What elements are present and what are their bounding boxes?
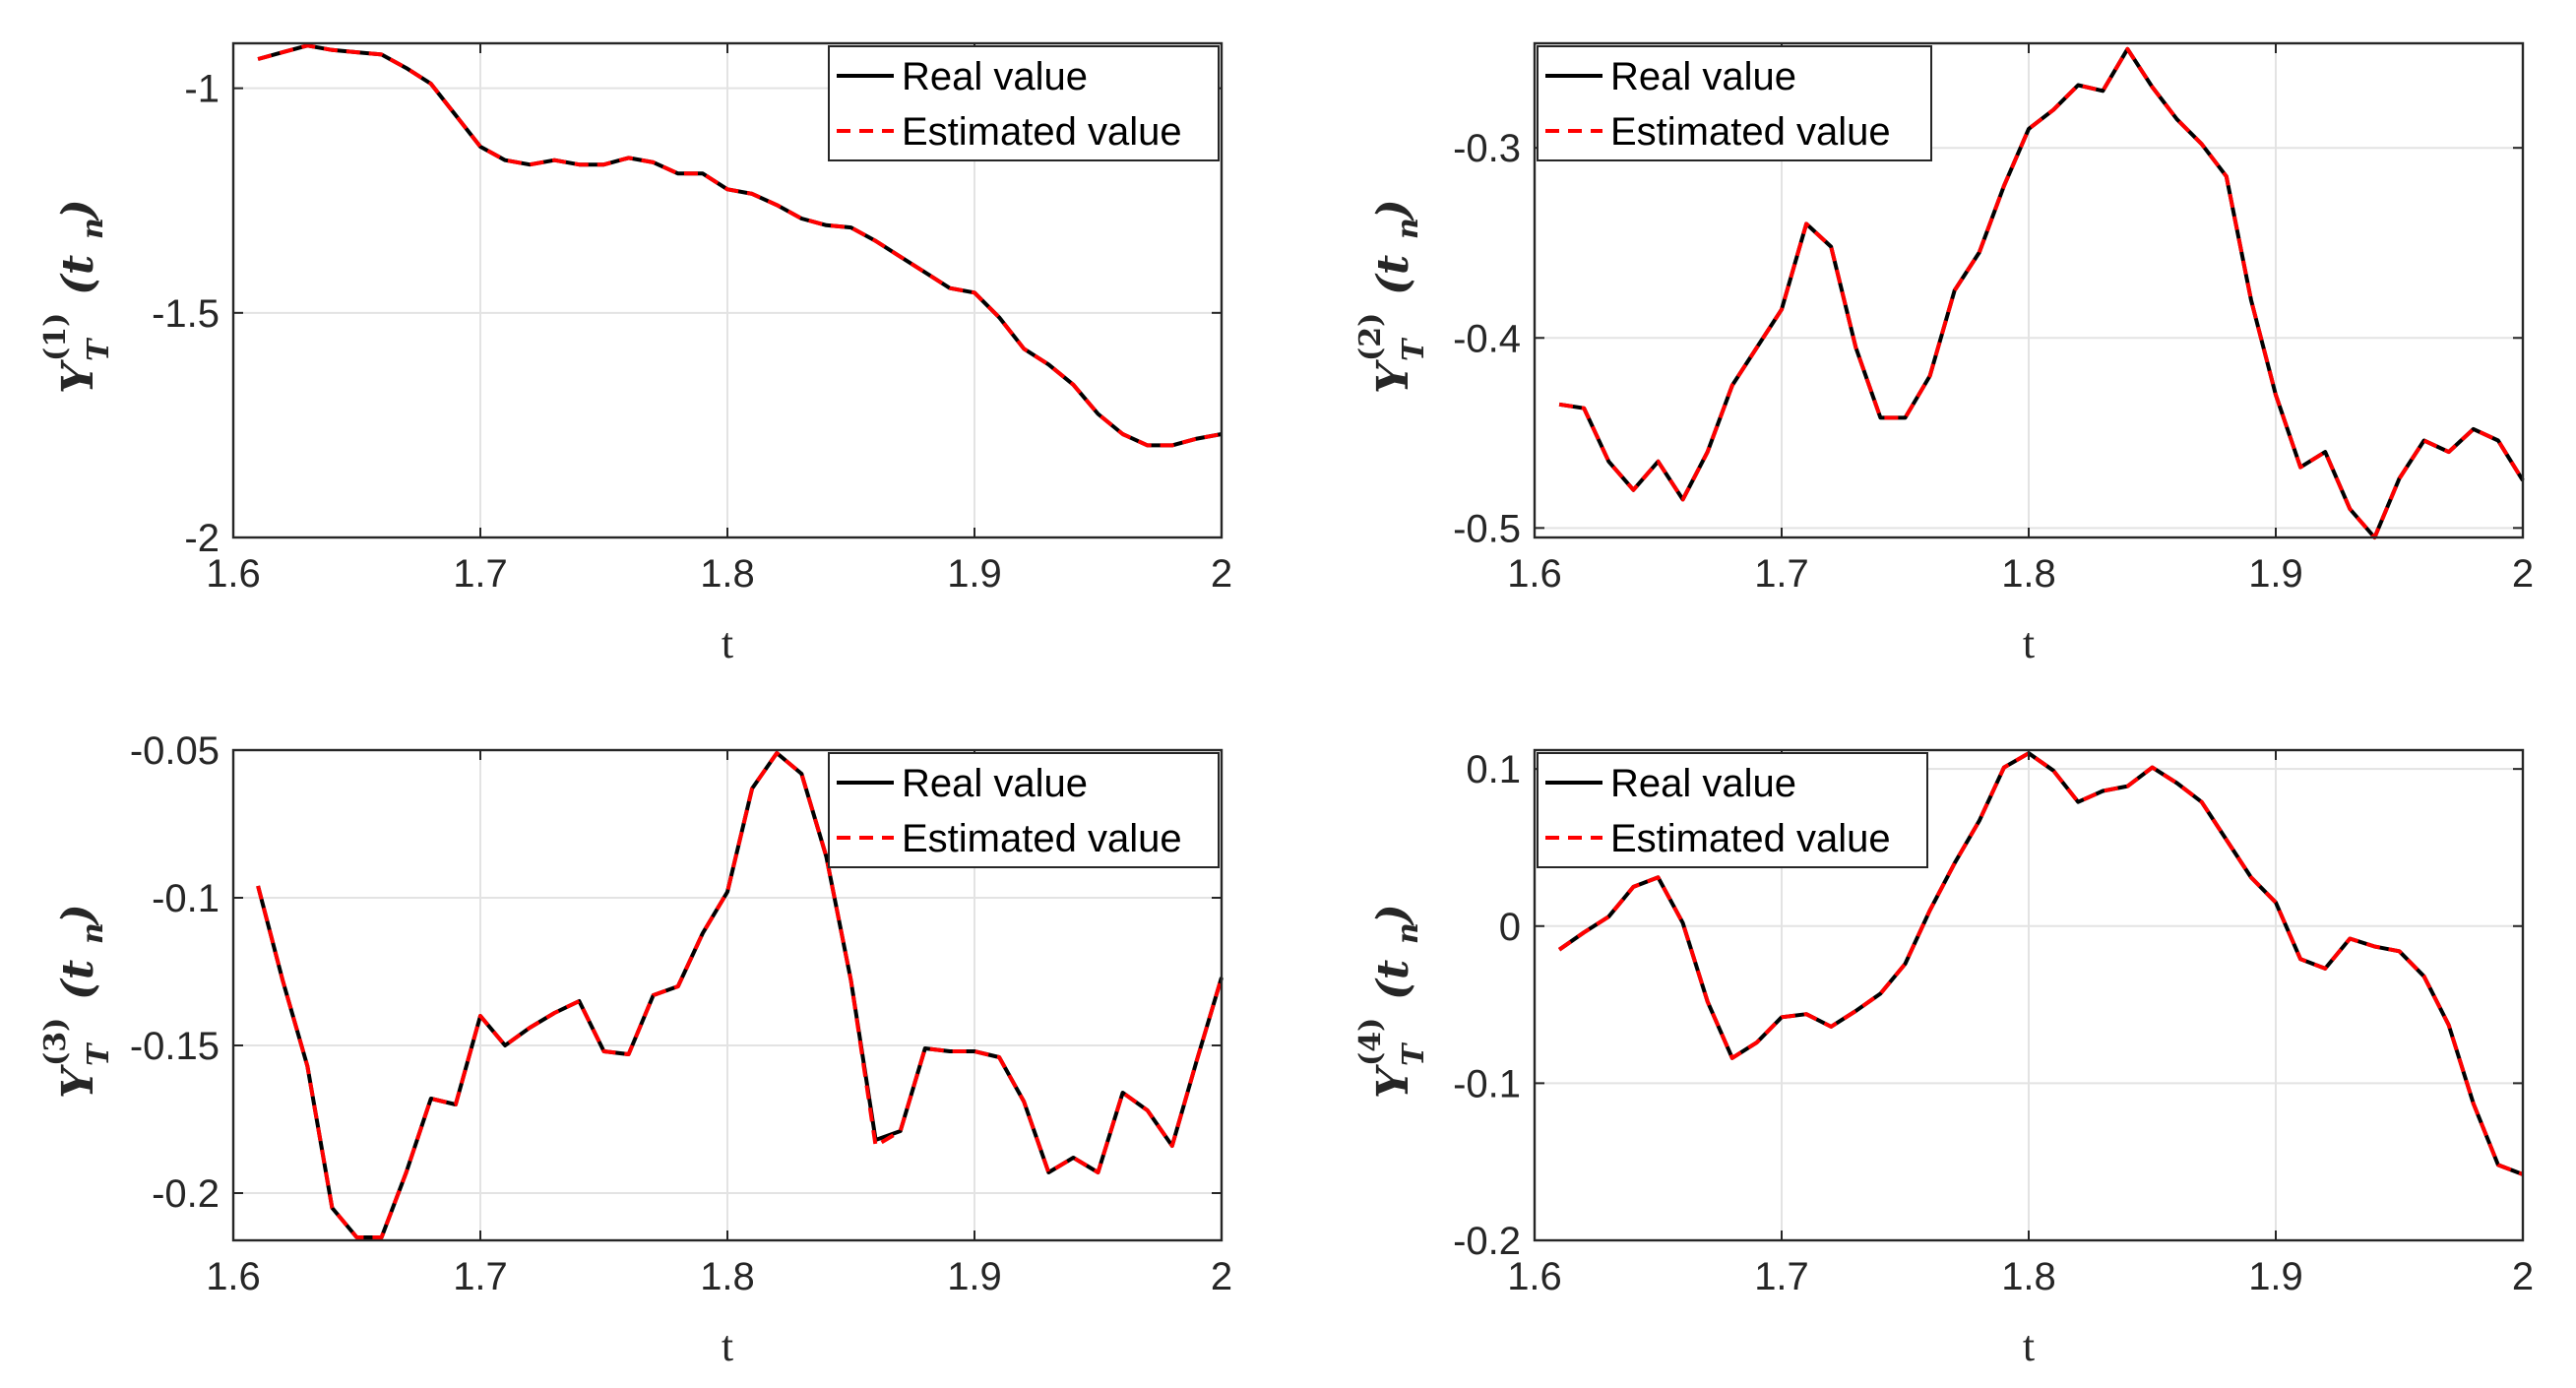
y-tick-label: -0.05 xyxy=(130,729,220,773)
y-label-symbol: Y xyxy=(53,1064,103,1099)
x-tick-label: 1.8 xyxy=(700,552,755,596)
x-tick-label: 1.6 xyxy=(206,1255,261,1298)
y-tick-label: -1.5 xyxy=(152,292,220,336)
y-axis-label: Y(1) T (t n) xyxy=(38,199,116,394)
y-label-argument-subscript: n xyxy=(1391,922,1425,944)
subplot-3: 1.6 1.7 1.8 1.9 2 -0.2 -0.15 -0.1 -0.05 t Y(3) T (t n… xyxy=(38,729,1232,1370)
y-label-subscript: T xyxy=(1397,1041,1431,1066)
y-label-close: ) xyxy=(1368,199,1418,221)
x-axis-label: t xyxy=(722,1322,733,1370)
y-label-close: ) xyxy=(1368,904,1418,926)
x-tick-label: 1.9 xyxy=(2248,1255,2303,1298)
y-label-argument: (t xyxy=(53,960,103,1000)
y-label-subscript: T xyxy=(82,337,116,361)
legend-box xyxy=(828,45,1220,161)
y-label-symbol: Y xyxy=(1368,359,1418,394)
y-label-argument: (t xyxy=(53,255,103,295)
legend-entry-estimated: Estimated value xyxy=(1610,110,1891,154)
y-tick-label: -1 xyxy=(184,68,220,111)
legend: Real value Estimated value xyxy=(1537,752,1928,868)
x-tick-label: 1.8 xyxy=(700,1255,755,1298)
legend-entry-estimated: Estimated value xyxy=(1610,817,1891,860)
y-tick-label: -0.15 xyxy=(130,1025,220,1068)
y-axis-label: Y(2) T (t n) xyxy=(1353,199,1431,394)
y-axis-label: Y(3) T (t n) xyxy=(38,904,116,1099)
y-label-superscript: (3) xyxy=(38,1018,73,1066)
x-tick-label: 2 xyxy=(1211,552,1232,596)
y-tick-label: -2 xyxy=(184,517,220,560)
legend-entry-real: Real value xyxy=(1610,762,1796,805)
legend-box xyxy=(1537,45,1932,161)
y-label-subscript: T xyxy=(82,1041,116,1066)
y-tick-label: -0.4 xyxy=(1453,317,1521,360)
series-line-estimated xyxy=(256,751,1224,1239)
x-tick-label: 2 xyxy=(1211,1255,1232,1298)
y-label-argument-subscript: n xyxy=(76,922,110,944)
legend: Real value Estimated value xyxy=(1537,45,1932,161)
y-label-superscript: (1) xyxy=(38,313,73,361)
legend-entry-estimated: Estimated value xyxy=(902,110,1182,154)
x-tick-label: 1.7 xyxy=(453,1255,508,1298)
y-label-argument: (t xyxy=(1368,960,1418,1000)
x-axis-label: t xyxy=(2023,1322,2035,1370)
y-tick-label: 0.1 xyxy=(1466,748,1521,791)
subplot-4: 1.6 1.7 1.8 1.9 2 -0.2 -0.1 0 0.1 t Y(4) T (t n) Real … xyxy=(1353,748,2534,1370)
x-tick-label: 1.6 xyxy=(1507,1255,1562,1298)
legend-entry-real: Real value xyxy=(902,55,1088,98)
subplot-2: 1.6 1.7 1.8 1.9 2 -0.5 -0.4 -0.3 t Y(2) T (t n) Real … xyxy=(1353,41,2534,667)
x-tick-label: 1.9 xyxy=(2248,552,2303,596)
legend-entry-real: Real value xyxy=(1610,55,1796,98)
x-tick-label: 1.8 xyxy=(2001,552,2056,596)
legend-entry-real: Real value xyxy=(902,762,1088,805)
series-line-estimated xyxy=(257,43,1223,448)
y-label-argument-subscript: n xyxy=(76,218,110,239)
y-label-argument: (t xyxy=(1368,255,1418,295)
y-label-superscript: (2) xyxy=(1353,313,1388,361)
legend: Real value Estimated value xyxy=(828,45,1220,161)
series-line-estimated xyxy=(1557,751,2524,1176)
y-label-close: ) xyxy=(53,199,103,221)
y-tick-label: -0.3 xyxy=(1453,127,1521,170)
x-axis-label: t xyxy=(2023,619,2035,667)
y-label-argument-subscript: n xyxy=(1391,218,1425,239)
x-tick-label: 1.6 xyxy=(206,552,261,596)
y-label-superscript: (4) xyxy=(1353,1018,1388,1066)
x-tick-label: 1.9 xyxy=(947,552,1002,596)
x-tick-label: 1.7 xyxy=(1754,552,1809,596)
x-tick-label: 1.7 xyxy=(453,552,508,596)
y-tick-label: -0.5 xyxy=(1453,507,1521,550)
y-tick-label: -0.1 xyxy=(152,877,220,920)
y-label-subscript: T xyxy=(1397,337,1431,361)
series-line-estimated xyxy=(1558,46,2525,539)
y-label-symbol: Y xyxy=(53,359,103,394)
x-tick-label: 2 xyxy=(2512,1255,2534,1298)
legend: Real value Estimated value xyxy=(828,752,1220,868)
y-axis-label: Y(4) T (t n) xyxy=(1353,904,1431,1099)
legend-box xyxy=(1537,752,1928,868)
x-tick-label: 2 xyxy=(2512,552,2534,596)
y-tick-label: -0.2 xyxy=(1453,1220,1521,1263)
legend-box xyxy=(828,752,1220,868)
y-tick-label: -0.1 xyxy=(1453,1062,1521,1105)
x-tick-label: 1.9 xyxy=(947,1255,1002,1298)
x-tick-label: 1.7 xyxy=(1754,1255,1809,1298)
y-tick-label: 0 xyxy=(1499,906,1521,949)
x-axis-label: t xyxy=(722,619,733,667)
subplot-1: 1.6 1.7 1.8 1.9 2 -2 -1.5 -1 t Y(1) T (t n) Real valu… xyxy=(38,41,1232,667)
y-label-close: ) xyxy=(53,904,103,926)
y-tick-label: -0.2 xyxy=(152,1172,220,1216)
x-tick-label: 1.6 xyxy=(1507,552,1562,596)
x-tick-label: 1.8 xyxy=(2001,1255,2056,1298)
y-label-symbol: Y xyxy=(1368,1064,1418,1099)
legend-entry-estimated: Estimated value xyxy=(902,817,1182,860)
